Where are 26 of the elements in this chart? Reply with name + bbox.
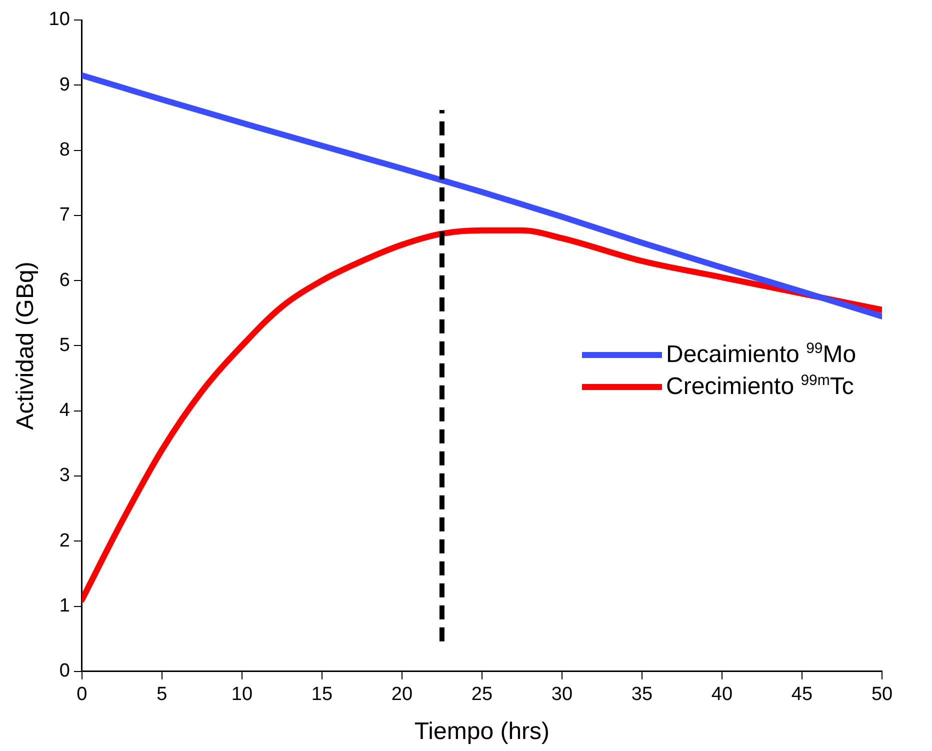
y-tick-label: 10 [48,9,70,30]
y-tick-label: 8 [59,140,70,161]
y-tick-label: 1 [59,595,70,616]
y-tick-label: 3 [59,465,70,486]
y-axis-title: Actividad (GBq) [12,262,40,430]
y-tick-label: 7 [59,204,70,226]
x-tick-label: 15 [311,684,333,706]
x-tick-label: 5 [156,684,168,706]
x-tick-label: 40 [711,684,733,706]
x-axis-title: Tiempo (hrs) [414,718,550,746]
x-tick-label: 35 [631,684,653,706]
y-tick-label: 6 [59,270,70,291]
x-tick-label: 20 [391,684,413,706]
y-tick-label: 9 [59,74,70,96]
x-tick-label: 50 [871,684,893,706]
legend-label: Crecimiento $^{99m}$Tc [666,371,854,402]
legend-label: Decaimiento $^{99}$Mo [666,339,856,370]
x-tick-label: 30 [551,684,573,706]
y-tick-label: 4 [59,400,70,422]
y-tick-label: 0 [59,660,70,682]
x-tick-label: 0 [76,684,88,706]
x-tick-label: 45 [791,684,813,706]
y-tick-label: 2 [59,530,70,552]
x-tick-label: 25 [471,684,493,706]
x-tick-label: 10 [231,684,253,706]
y-tick-label: 5 [59,334,70,356]
